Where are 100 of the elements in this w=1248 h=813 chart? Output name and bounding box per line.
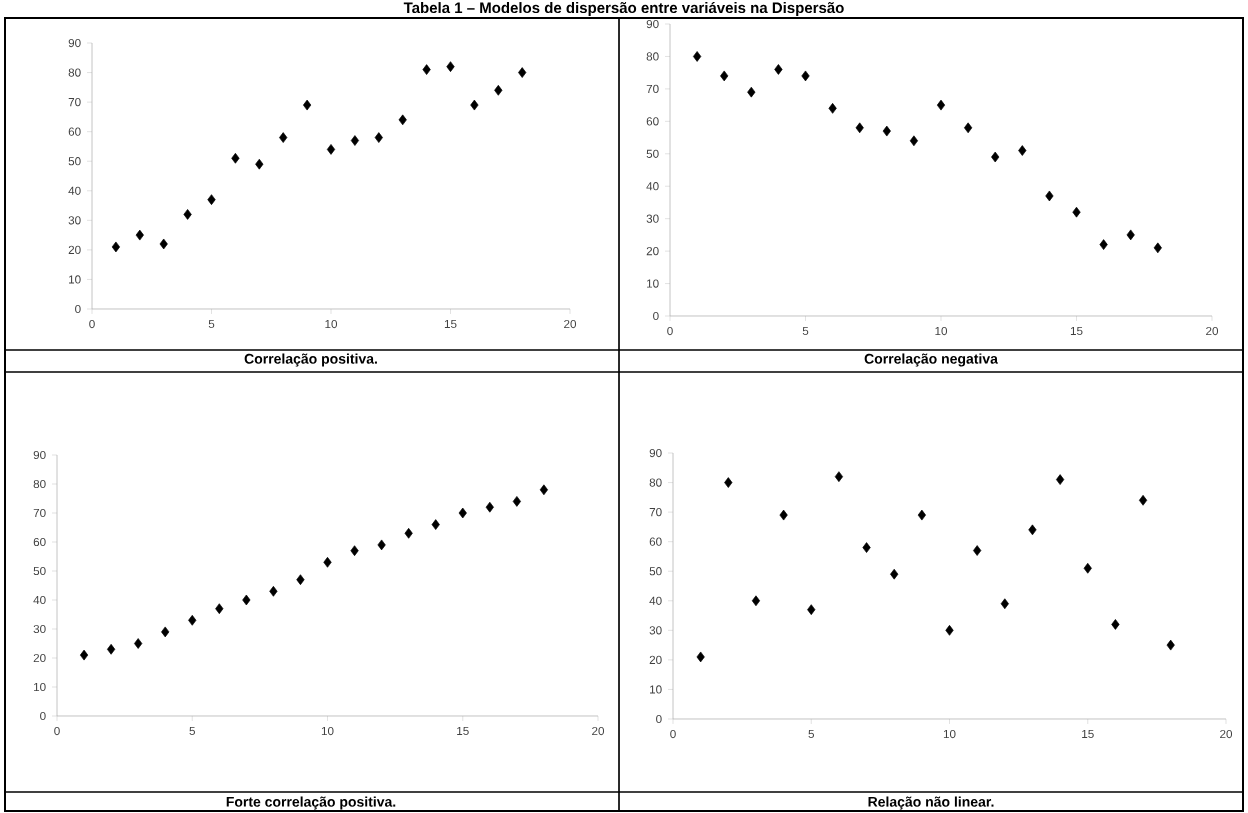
x-tick-label: 20 bbox=[592, 726, 605, 736]
y-tick-label: 0 bbox=[75, 304, 81, 314]
point bbox=[779, 509, 788, 521]
point bbox=[422, 64, 431, 75]
point bbox=[111, 241, 120, 253]
x-tick-label: 5 bbox=[802, 326, 809, 336]
point bbox=[862, 542, 871, 553]
y-tick-label: 80 bbox=[68, 68, 81, 77]
point bbox=[991, 151, 1000, 163]
text: Tabela 1 – Modelos de dispersão entre variáveis na Dispersão bbox=[403, 1, 844, 17]
point bbox=[350, 545, 359, 557]
point bbox=[255, 158, 264, 170]
x-tick-label: 0 bbox=[54, 726, 60, 736]
y-tick-label: 20 bbox=[649, 655, 662, 665]
y-tick-label: 60 bbox=[68, 127, 81, 136]
point bbox=[747, 86, 756, 98]
point bbox=[107, 643, 116, 655]
point bbox=[1138, 494, 1148, 506]
y-tick-label: 80 bbox=[33, 479, 46, 489]
y-tick-label: 10 bbox=[650, 685, 662, 694]
point bbox=[374, 132, 383, 143]
x-tick-label: 5 bbox=[808, 729, 814, 739]
x-tick-label: 15 bbox=[1082, 729, 1094, 739]
y-tick-label: 70 bbox=[68, 98, 81, 107]
text: Correlação positiva. bbox=[244, 353, 377, 367]
point bbox=[1111, 619, 1120, 630]
point bbox=[936, 99, 946, 111]
y-tick-label: 80 bbox=[649, 478, 662, 487]
y-tick-label: 90 bbox=[646, 19, 659, 29]
point bbox=[1045, 190, 1054, 202]
x-tick-label: 15 bbox=[444, 319, 457, 329]
y-tick-label: 20 bbox=[33, 653, 46, 663]
x-tick-label: 10 bbox=[935, 326, 948, 336]
y-tick-label: 10 bbox=[34, 682, 46, 692]
point bbox=[134, 638, 143, 649]
point bbox=[801, 70, 810, 82]
point bbox=[494, 84, 503, 96]
point bbox=[518, 67, 527, 78]
y-tick-label: 0 bbox=[40, 711, 46, 721]
x-tick-label: 20 bbox=[564, 319, 577, 329]
point bbox=[485, 501, 494, 513]
y-tick-label: 70 bbox=[33, 508, 46, 518]
text: Relação não linear. bbox=[868, 796, 994, 810]
y-tick-label: 50 bbox=[646, 149, 659, 158]
y-tick-label: 0 bbox=[656, 714, 662, 724]
x-tick-label: 20 bbox=[1206, 326, 1219, 336]
point bbox=[1126, 229, 1135, 241]
y-tick-label: 50 bbox=[68, 157, 81, 166]
point bbox=[188, 614, 197, 626]
point bbox=[751, 595, 761, 607]
point bbox=[431, 519, 440, 530]
point bbox=[807, 604, 816, 615]
point bbox=[296, 574, 305, 586]
point bbox=[1056, 474, 1065, 485]
y-tick-label: 60 bbox=[33, 537, 46, 547]
point bbox=[161, 626, 170, 638]
point bbox=[231, 152, 240, 164]
y-tick-label: 80 bbox=[646, 52, 659, 61]
y-tick-label: 0 bbox=[653, 311, 659, 321]
point bbox=[404, 527, 413, 539]
y-tick-label: 90 bbox=[33, 450, 46, 460]
x-tick-label: 10 bbox=[321, 726, 334, 736]
point bbox=[917, 509, 926, 521]
point bbox=[693, 51, 702, 62]
point bbox=[323, 556, 332, 568]
y-tick-label: 70 bbox=[646, 84, 659, 94]
point bbox=[1018, 145, 1027, 156]
point bbox=[207, 194, 216, 205]
y-tick-label: 10 bbox=[647, 279, 659, 288]
point bbox=[326, 144, 336, 155]
point bbox=[1153, 242, 1162, 254]
x-tick-label: 20 bbox=[1220, 729, 1233, 739]
point bbox=[458, 507, 467, 519]
point bbox=[945, 624, 954, 636]
x-tick-label: 5 bbox=[208, 319, 215, 329]
point bbox=[539, 484, 548, 496]
point bbox=[215, 603, 224, 615]
point bbox=[470, 99, 479, 111]
point bbox=[890, 568, 899, 580]
point bbox=[269, 585, 278, 597]
y-tick-label: 30 bbox=[33, 624, 46, 634]
y-tick-label: 40 bbox=[646, 182, 659, 191]
point bbox=[834, 471, 843, 482]
x-tick-label: 0 bbox=[670, 729, 676, 739]
point bbox=[855, 122, 864, 134]
point bbox=[303, 99, 312, 111]
x-tick-label: 15 bbox=[1070, 326, 1083, 336]
y-tick-label: 50 bbox=[33, 566, 46, 576]
x-tick-label: 10 bbox=[325, 319, 338, 329]
point bbox=[279, 132, 288, 143]
point bbox=[774, 64, 783, 75]
point bbox=[973, 545, 982, 556]
y-tick-label: 20 bbox=[68, 245, 81, 255]
y-tick-label: 40 bbox=[68, 186, 81, 195]
point bbox=[909, 135, 918, 147]
y-tick-label: 30 bbox=[649, 626, 662, 635]
point bbox=[398, 114, 407, 126]
point bbox=[446, 61, 455, 72]
text: Correlação negativa bbox=[864, 353, 999, 367]
point bbox=[1028, 524, 1037, 536]
